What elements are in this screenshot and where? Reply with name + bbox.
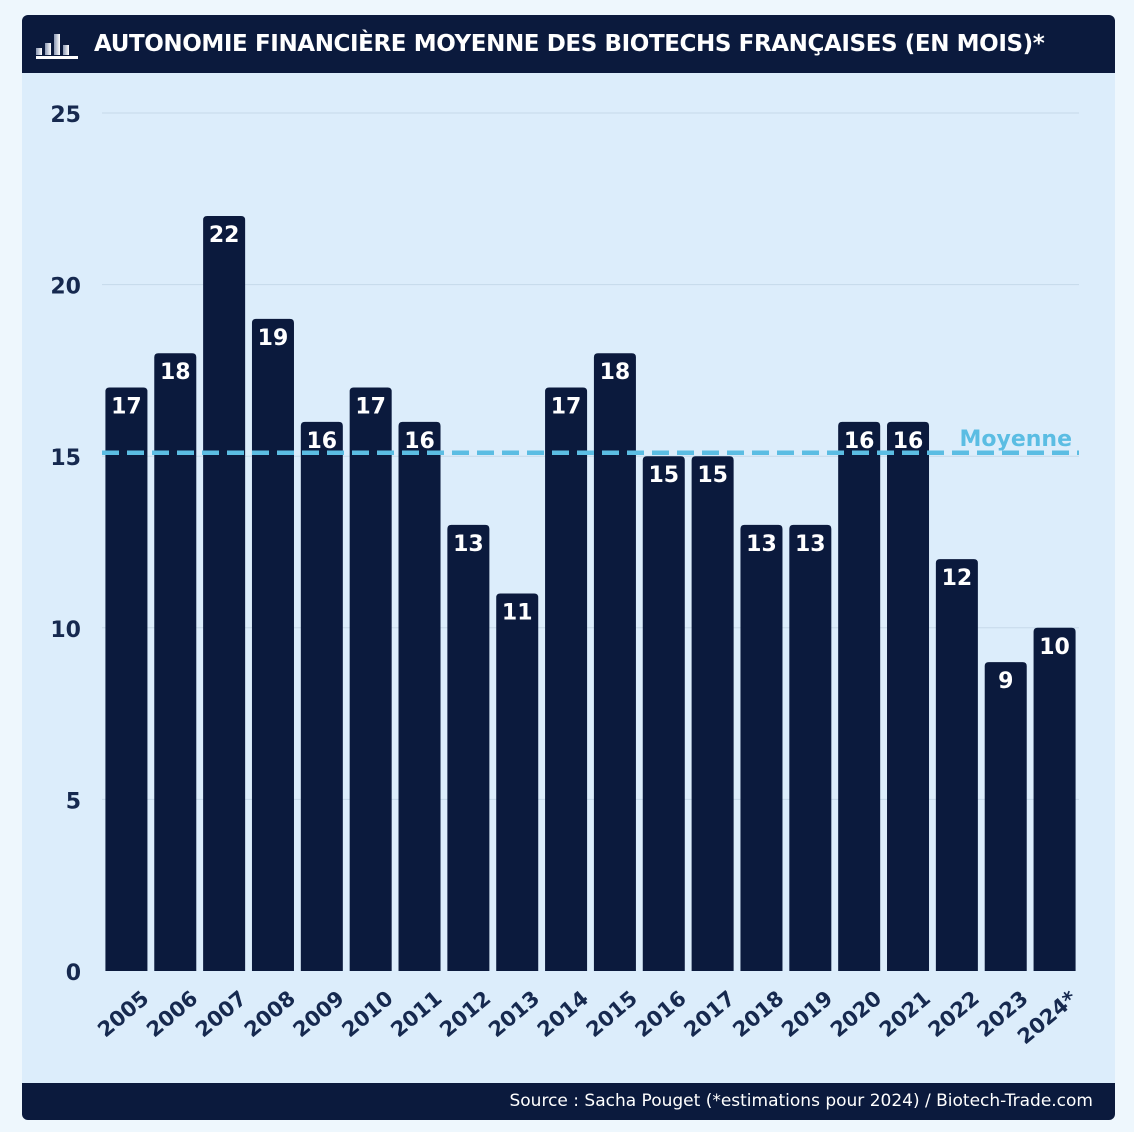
bar: [105, 387, 148, 971]
x-tick-label: 2010: [337, 986, 397, 1042]
x-tick-label: 2017: [679, 986, 739, 1042]
x-tick-label: 2009: [289, 986, 349, 1042]
bar: [838, 421, 881, 971]
data-label: 17: [551, 395, 582, 420]
data-label: 16: [404, 429, 435, 454]
data-label: 9: [998, 669, 1013, 694]
bar: [349, 387, 392, 971]
data-label: 22: [209, 223, 240, 248]
data-label: 17: [355, 395, 386, 420]
bar: [398, 421, 441, 971]
bar: [1033, 627, 1076, 971]
data-label: 12: [942, 566, 973, 591]
y-tick-label: 0: [66, 961, 81, 986]
data-label: 13: [795, 532, 826, 557]
bar: [593, 353, 636, 971]
bar: [447, 524, 490, 971]
data-label: 15: [697, 463, 728, 488]
data-label: 18: [160, 360, 191, 385]
chart-footer: Source : Sacha Pouget (*estimations pour…: [22, 1083, 1115, 1120]
data-label: 10: [1039, 635, 1070, 660]
y-tick-label: 20: [50, 275, 81, 300]
chart-panel: 0 5 10 15 20 25 Moyenne 17 18 22 19 16 17 16 13 11 17 18 1…: [22, 73, 1115, 1083]
chart-title: AUTONOMIE FINANCIÈRE MOYENNE DES BIOTECH…: [94, 31, 1045, 57]
y-tick-label: 10: [50, 618, 81, 643]
x-tick-label: 2020: [826, 986, 886, 1042]
bar-chart-icon: [36, 29, 80, 59]
bar: [300, 421, 343, 971]
bar: [935, 559, 978, 971]
x-tick-label: 2019: [777, 986, 837, 1042]
data-label: 16: [844, 429, 875, 454]
x-tick-label: 2011: [386, 986, 446, 1042]
bar: [496, 593, 539, 971]
bar-chart: 0 5 10 15 20 25 Moyenne 17 18 22 19 16 17 16 13 11 17 18 1…: [50, 103, 1081, 1049]
data-label: 15: [648, 463, 679, 488]
data-label: 16: [893, 429, 924, 454]
bar: [691, 456, 734, 971]
data-label: 13: [746, 532, 777, 557]
data-label: 11: [502, 600, 533, 625]
x-tick-label: 2005: [93, 986, 153, 1042]
x-tick-label: 2013: [484, 986, 544, 1042]
x-tick-label: 2008: [240, 986, 300, 1042]
average-line-label: Moyenne: [959, 427, 1072, 452]
chart-header: AUTONOMIE FINANCIÈRE MOYENNE DES BIOTECH…: [22, 15, 1115, 73]
x-tick-label: 2015: [582, 986, 642, 1042]
bar: [154, 353, 197, 971]
bar: [740, 524, 783, 971]
bar: [251, 318, 294, 971]
bar: [789, 524, 832, 971]
x-tick-label: 2016: [631, 986, 691, 1042]
data-label: 16: [307, 429, 338, 454]
data-label: 13: [453, 532, 484, 557]
bar: [203, 215, 246, 971]
bar: [642, 456, 685, 971]
bar: [887, 421, 930, 971]
bar: [545, 387, 588, 971]
x-tick-label: 2007: [191, 986, 251, 1042]
data-label: 18: [600, 360, 631, 385]
y-tick-label: 5: [66, 789, 81, 814]
x-tick-label: 2014: [533, 986, 593, 1042]
data-label: 19: [258, 326, 289, 351]
data-label: 17: [111, 395, 142, 420]
x-tick-label: 2012: [435, 986, 495, 1042]
x-tick-label: 2022: [924, 986, 984, 1042]
y-tick-label: 25: [50, 103, 81, 128]
x-tick-label: 2006: [142, 986, 202, 1042]
bar: [984, 662, 1027, 971]
y-tick-label: 15: [50, 446, 81, 471]
source-note: Source : Sacha Pouget (*estimations pour…: [509, 1091, 1093, 1111]
x-tick-label: 2018: [728, 986, 788, 1042]
x-tick-label: 2021: [875, 986, 935, 1042]
